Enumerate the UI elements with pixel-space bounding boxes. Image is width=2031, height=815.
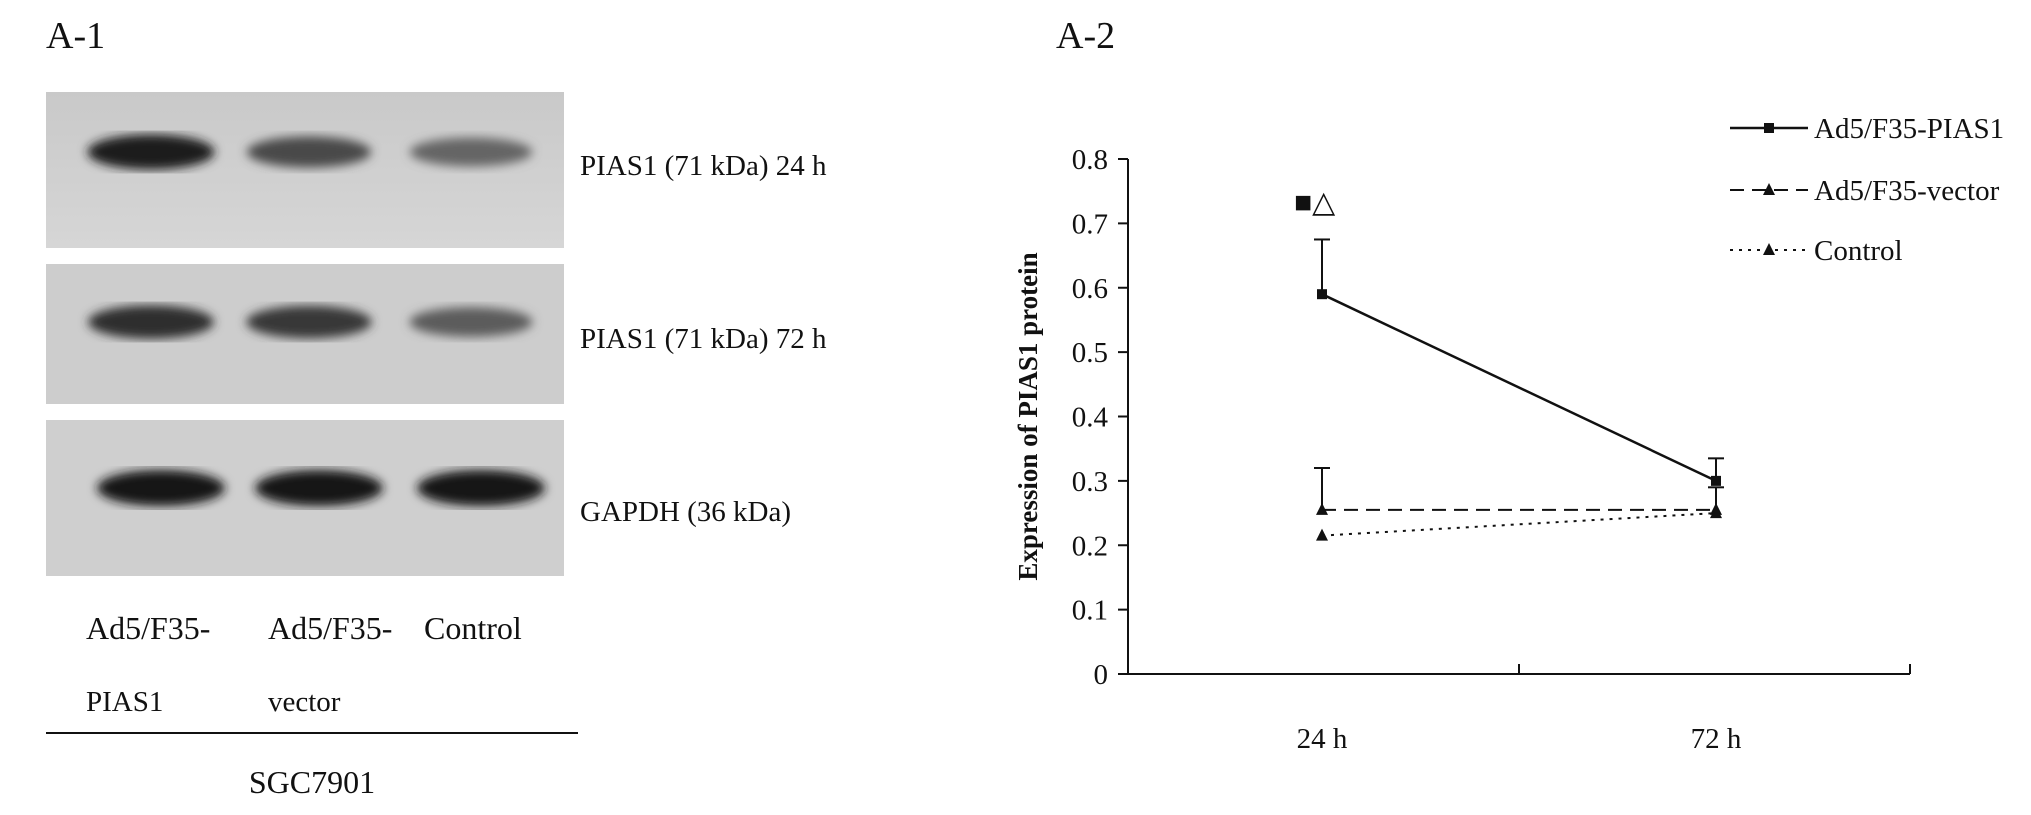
legend-marker-0 [1764, 123, 1774, 133]
lane-label-2: Ad5/F35- [268, 610, 393, 646]
blot-band-1-2 [409, 307, 533, 337]
legend-label-1: Ad5/F35-vector [1814, 175, 2000, 207]
lane-label-2-line2: vector [268, 686, 341, 718]
data-point-0-1 [1711, 475, 1721, 486]
y-tick-label: 0.6 [1072, 273, 1108, 305]
blot-label-pias1-24h: PIAS1 (71 kDa) 24 h [580, 150, 827, 182]
chart-marks: ■△ [1294, 186, 1724, 541]
panel-label-a1: A-1 [46, 15, 106, 57]
lane-label-1: Ad5/F35- [86, 610, 211, 646]
legend-label-0: Ad5/F35-PIAS1 [1814, 113, 2004, 145]
blot-band-2-1 [255, 470, 383, 506]
series-line-0 [1321, 293, 1717, 483]
data-point-1-0 [1316, 502, 1328, 515]
legend-label-2: Control [1814, 235, 1903, 267]
y-tick-label: 0.4 [1072, 402, 1109, 434]
blot-band-0-1 [246, 136, 372, 168]
data-point-0-0 [1317, 289, 1327, 300]
y-tick-label: 0.7 [1072, 208, 1108, 240]
blot-strip-gapdh [46, 420, 564, 576]
chart-axes: 0 0.1 0.2 0.3 0.4 0.5 0.6 0.7 0.8 24 h 72 h Express… [1013, 144, 1911, 755]
panel-label-a2: A-2 [1056, 15, 1116, 57]
significance-annotation: ■△ [1294, 186, 1335, 219]
blot-band-2-2 [417, 470, 545, 506]
blot-image-pias1-72h [46, 264, 564, 404]
x-tick-label: 72 h [1691, 723, 1742, 755]
cell-line-label: SGC7901 [248, 764, 376, 800]
lane-label-3: Control [424, 610, 522, 646]
blot-label-pias1-72h: PIAS1 (71 kDa) 72 h [580, 323, 827, 355]
y-tick-label: 0.2 [1072, 530, 1108, 562]
data-point-2-0 [1316, 528, 1328, 541]
blot-band-2-0 [97, 470, 225, 506]
y-tick-label: 0.1 [1072, 595, 1108, 627]
blot-image-pias1-24h [46, 92, 564, 248]
y-axis-label: Expression of PIAS1 protein [1013, 252, 1043, 580]
blot-band-1-0 [87, 305, 215, 339]
blot-label-gapdh: GAPDH (36 kDa) [580, 496, 792, 528]
blot-band-0-0 [87, 134, 215, 170]
legend-marker-1 [1763, 183, 1775, 195]
y-tick-label: 0.5 [1072, 337, 1108, 369]
blot-band-0-2 [409, 137, 533, 167]
lane-label-1-line2: PIAS1 [86, 686, 164, 718]
y-tick-label: 0.8 [1072, 144, 1108, 176]
cell-line-rule [46, 732, 578, 734]
blot-band-1-1 [246, 305, 372, 339]
y-tick-label: 0 [1094, 659, 1109, 691]
x-tick-label: 24 h [1297, 723, 1348, 755]
legend-marker-2 [1763, 243, 1775, 255]
chart-legend: Ad5/F35-PIAS1 Ad5/F35-vector Control [1730, 113, 2004, 267]
y-tick-label: 0.3 [1072, 466, 1108, 498]
blot-strip-pias1-24h [46, 92, 564, 248]
data-point-2-1 [1710, 506, 1722, 519]
series-line-2 [1321, 512, 1717, 537]
blot-strip-pias1-72h [46, 264, 564, 404]
blot-image-gapdh [46, 420, 564, 576]
